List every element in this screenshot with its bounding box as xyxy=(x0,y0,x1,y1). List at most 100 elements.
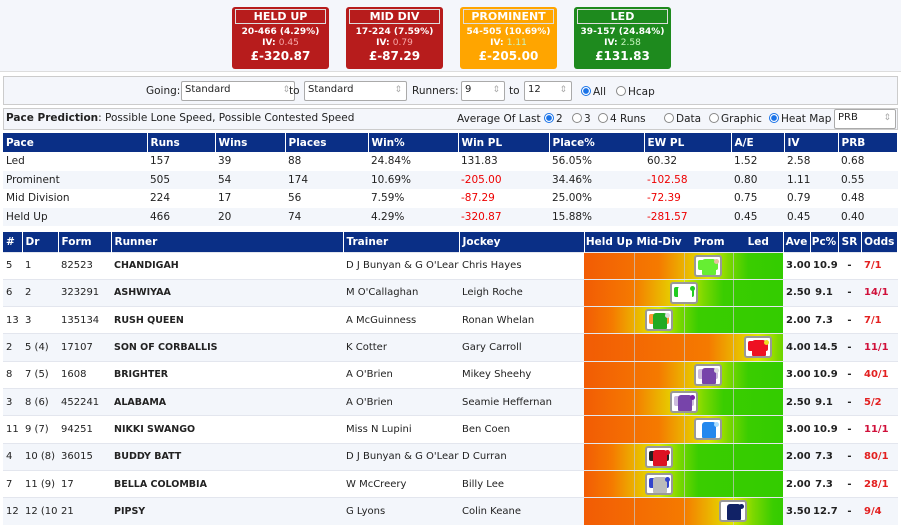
runner-header-ave[interactable]: Ave xyxy=(783,232,811,252)
jockey[interactable]: Mikey Sheehy xyxy=(459,360,584,389)
trainer[interactable]: G Lyons xyxy=(343,497,459,525)
stats-header-prb[interactable]: PRB xyxy=(838,133,898,152)
runner-header-led[interactable]: Led xyxy=(734,232,784,252)
summary-box-led[interactable]: LED 39-157 (24.84%) IV: 2.58 £131.83 xyxy=(574,7,671,69)
odds[interactable]: 7/1 xyxy=(861,306,898,334)
odds[interactable]: 11/1 xyxy=(861,415,898,444)
runner-name[interactable]: SON OF CORBALLIS xyxy=(111,333,343,362)
trainer[interactable]: W McCreery xyxy=(343,469,459,498)
runner-header-odds[interactable]: Odds xyxy=(861,232,898,252)
runner-row[interactable]: 7 11 (9) 17 BELLA COLOMBIA W McCreery Billy L… xyxy=(3,469,898,498)
summary-box-prominent[interactable]: PROMINENT 54-505 (10.69%) IV: 1.11 £-205… xyxy=(460,7,557,69)
trainer[interactable]: M O'Callaghan xyxy=(343,278,459,307)
odds[interactable]: 80/1 xyxy=(861,442,898,471)
runner-name[interactable]: ALABAMA xyxy=(111,387,343,416)
stats-header-win[interactable]: Win% xyxy=(368,133,459,152)
trainer[interactable]: A O'Brien xyxy=(343,387,459,416)
runner-header-prom[interactable]: Prom xyxy=(684,232,734,252)
runner-row[interactable]: 6 2 323291 ASHWIYAA M O'Callaghan Leigh Roche… xyxy=(3,278,898,307)
odds[interactable]: 9/4 xyxy=(861,497,898,525)
stats-header-winpl[interactable]: Win PL xyxy=(458,133,550,152)
odds[interactable]: 7/1 xyxy=(861,251,898,280)
trainer[interactable]: D J Bunyan & G O'Leary xyxy=(343,251,459,280)
avg-3-radio[interactable]: 3 xyxy=(572,113,591,125)
runner-name[interactable]: ASHWIYAA xyxy=(111,278,343,307)
stats-cell-prb: 0.68 xyxy=(841,155,865,168)
trainer[interactable]: A McGuinness xyxy=(343,306,459,334)
runner-header-dr[interactable]: Dr xyxy=(22,232,59,252)
runner-header-middiv[interactable]: Mid-Div xyxy=(634,232,684,252)
runner-row[interactable]: 11 9 (7) 94251 NIKKI SWANGO Miss N Lupini Ben… xyxy=(3,415,898,444)
all-radio[interactable]: All xyxy=(581,86,606,98)
runner-name[interactable]: NIKKI SWANGO xyxy=(111,415,343,444)
stats-header-ewpl[interactable]: EW PL xyxy=(644,133,732,152)
runner-header-[interactable]: # xyxy=(3,232,23,252)
going-to-select[interactable]: Standard xyxy=(304,81,407,101)
runner-header-runner[interactable]: Runner xyxy=(111,232,344,252)
stats-header-iv[interactable]: IV xyxy=(784,133,839,152)
stats-header-place[interactable]: Place% xyxy=(549,133,645,152)
trainer[interactable]: Miss N Lupini xyxy=(343,415,459,444)
runner-header-heldup[interactable]: Held Up xyxy=(584,232,634,252)
radio-icon xyxy=(664,113,674,123)
runner-header-trainer[interactable]: Trainer xyxy=(343,232,460,252)
runner-header-form[interactable]: Form xyxy=(58,232,112,252)
runner-name[interactable]: BELLA COLOMBIA xyxy=(111,469,343,498)
jockey[interactable]: Billy Lee xyxy=(459,469,584,498)
avg-4-radio[interactable]: 4 Runs xyxy=(598,113,646,125)
runner-row[interactable]: 5 1 82523 CHANDIGAH D J Bunyan & G O'Leary Ch… xyxy=(3,251,898,280)
avg-2-radio[interactable]: 2 xyxy=(544,113,563,125)
runners-from-select[interactable]: 9 xyxy=(461,81,505,101)
odds[interactable]: 5/2 xyxy=(861,387,898,416)
jockey[interactable]: Gary Carroll xyxy=(459,333,584,362)
data-view-radio[interactable]: Data xyxy=(664,113,701,125)
runner-name[interactable]: BRIGHTER xyxy=(111,360,343,389)
sort-select[interactable]: PRB xyxy=(834,109,896,129)
runner-header-jockey[interactable]: Jockey xyxy=(459,232,585,252)
summary-box-mid-div[interactable]: MID DIV 17-224 (7.59%) IV: 0.79 £-87.29 xyxy=(346,7,443,69)
draw: 12 (10) xyxy=(22,497,58,525)
stats-header-places[interactable]: Places xyxy=(285,133,369,152)
runner-header-sr[interactable]: SR xyxy=(838,232,862,252)
jockey[interactable]: Ben Coen xyxy=(459,415,584,444)
runner-name[interactable]: RUSH QUEEN xyxy=(111,306,343,334)
jockey[interactable]: Leigh Roche xyxy=(459,278,584,307)
runner-row[interactable]: 13 3 135134 RUSH QUEEN A McGuinness Ronan Whe… xyxy=(3,306,898,334)
odds[interactable]: 40/1 xyxy=(861,360,898,389)
radio-icon xyxy=(572,113,582,123)
trainer[interactable]: A O'Brien xyxy=(343,360,459,389)
stats-header-pace[interactable]: Pace xyxy=(3,133,148,152)
stats-header-wins[interactable]: Wins xyxy=(215,133,286,152)
jockey[interactable]: Colin Keane xyxy=(459,497,584,525)
jockey-silk-icon xyxy=(644,472,673,495)
speed-rating: - xyxy=(838,497,861,525)
runner-row[interactable]: 4 10 (8) 36015 BUDDY BATT D J Bunyan & G O'L… xyxy=(3,442,898,471)
odds[interactable]: 14/1 xyxy=(861,278,898,307)
runner-name[interactable]: CHANDIGAH xyxy=(111,251,343,280)
odds[interactable]: 28/1 xyxy=(861,469,898,498)
runners-to-select[interactable]: 12 xyxy=(524,81,572,101)
graphic-view-radio[interactable]: Graphic xyxy=(709,113,762,125)
stats-cell-wins: 39 xyxy=(218,155,232,168)
runner-name[interactable]: PIPSY xyxy=(111,497,343,525)
runner-header-pc[interactable]: Pc% xyxy=(810,232,839,252)
odds[interactable]: 11/1 xyxy=(861,333,898,362)
runner-row[interactable]: 12 12 (10) 21 PIPSY G Lyons Colin Keane 3.50 12… xyxy=(3,497,898,525)
trainer[interactable]: K Cotter xyxy=(343,333,459,362)
stats-header-runs[interactable]: Runs xyxy=(147,133,216,152)
jockey[interactable]: D Curran xyxy=(459,442,584,471)
jockey[interactable]: Ronan Whelan xyxy=(459,306,584,334)
stats-header-ae[interactable]: A/E xyxy=(731,133,785,152)
trainer[interactable]: D J Bunyan & G O'Leary xyxy=(343,442,459,471)
summary-box-held-up[interactable]: HELD UP 20-466 (4.29%) IV: 0.45 £-320.87 xyxy=(232,7,329,69)
hcap-radio[interactable]: Hcap xyxy=(616,86,655,98)
going-from-select[interactable]: Standard xyxy=(181,81,295,101)
runner-name[interactable]: BUDDY BATT xyxy=(111,442,343,471)
jockey[interactable]: Chris Hayes xyxy=(459,251,584,280)
summary-title: MID DIV xyxy=(349,9,440,24)
heatmap-view-radio[interactable]: Heat Map xyxy=(769,113,831,125)
jockey[interactable]: Seamie Heffernan xyxy=(459,387,584,416)
